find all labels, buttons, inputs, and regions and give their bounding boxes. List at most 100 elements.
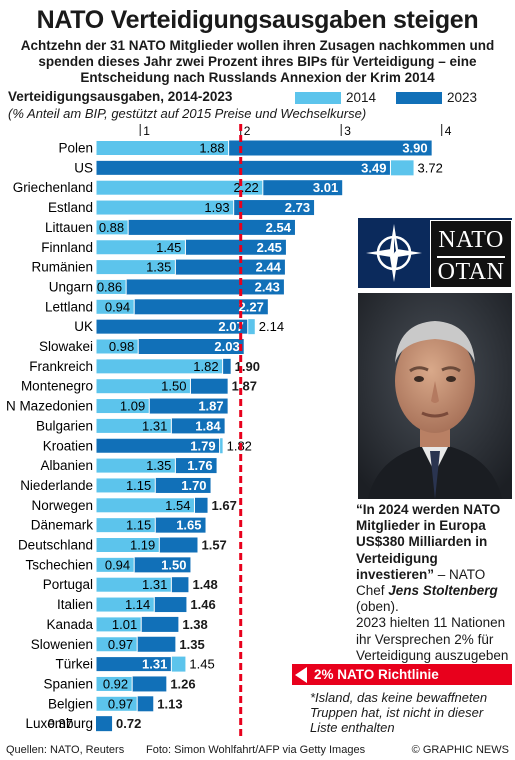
x-tick-label: 4	[445, 124, 452, 138]
value-label-2023: 2.73	[285, 200, 310, 215]
country-label: Dänemark	[31, 518, 94, 533]
country-label: Polen	[58, 141, 93, 156]
value-label-2014: 1.09	[120, 399, 145, 414]
legend-swatch-2023	[396, 92, 442, 104]
country-label: Ungarn	[49, 279, 93, 294]
value-label-2023: 3.90	[402, 141, 427, 156]
value-label-2014: 1.45	[156, 240, 181, 255]
x-tick-label: 1	[143, 124, 150, 138]
value-label-2023: 1.46	[190, 597, 215, 612]
legend-label-2014: 2014	[346, 90, 377, 105]
country-label: Griechenland	[13, 180, 93, 195]
nato-word: NATO	[438, 227, 504, 253]
country-label: Italien	[57, 597, 93, 612]
bar-2014	[95, 358, 224, 375]
nato-wordmark: NATO OTAN	[430, 220, 512, 288]
bar-2014	[95, 576, 172, 593]
country-label: Littauen	[45, 220, 93, 235]
value-label-2014: 1.88	[199, 141, 224, 156]
guideline-arrow-icon	[295, 667, 307, 683]
country-label: Deutschland	[18, 538, 93, 553]
country-label: Kroatien	[43, 438, 93, 453]
value-label-2023: 1.38	[182, 617, 207, 632]
value-label-2014: 1.82	[193, 359, 218, 374]
quote-attribution-prefix: – NATO Chef	[356, 566, 486, 599]
bar-2023	[96, 299, 268, 315]
value-label-2014: 0.94	[105, 557, 130, 572]
bar-2014	[95, 239, 186, 256]
country-label: Frankreich	[29, 359, 93, 374]
country-label: US	[74, 160, 93, 175]
value-label-2023: 3.49	[361, 160, 386, 175]
chart-title: Verteidigungsausgaben, 2014-2023	[8, 89, 233, 104]
country-label: Slowakei	[39, 339, 93, 354]
bar-2014	[95, 695, 138, 712]
footer-copyright: © GRAPHIC NEWS	[411, 744, 509, 756]
country-label: Rumänien	[31, 260, 93, 275]
bar-2014	[95, 219, 129, 236]
footer-sources: Quellen: NATO, Reuters	[6, 744, 125, 756]
country-label: UK	[74, 319, 93, 334]
bar-2023	[96, 716, 113, 732]
nato-compass-icon	[366, 224, 422, 282]
value-label-2023: 1.26	[170, 676, 195, 691]
bar-2014	[95, 497, 195, 514]
bar-2014	[95, 417, 172, 434]
quote-attribution-suffix: (oben).	[356, 599, 399, 615]
bar-2014	[95, 596, 155, 613]
value-label-2014: 0.97	[108, 696, 133, 711]
bar-2023	[96, 219, 295, 235]
bar-2014	[95, 616, 142, 633]
country-label: Estland	[48, 200, 93, 215]
bar-2014	[95, 537, 160, 553]
country-label: Luxemburg	[25, 716, 93, 731]
country-label: Norwegen	[31, 498, 93, 513]
value-label-2023: 2.45	[257, 240, 282, 255]
value-label-2014: 1.35	[146, 260, 171, 275]
country-label: Bulgarien	[36, 418, 93, 433]
value-label-2014: 1.15	[126, 518, 151, 533]
country-label: Finnland	[41, 240, 93, 255]
country-label: Albanien	[40, 458, 93, 473]
bar-2014	[95, 338, 139, 355]
value-label-2023: 0.72	[116, 716, 141, 731]
country-label: Kanada	[46, 617, 93, 632]
value-label-2023: 1.70	[181, 478, 206, 493]
bar-chart: 1 2 3 4 Polen 1.88 3.90 US 3.49 3.72 Griechenland 2…	[6, 124, 452, 739]
bar-2023	[95, 159, 391, 176]
value-label-2014: 0.92	[103, 676, 128, 691]
value-label-2023: 1.67	[212, 498, 237, 513]
value-label-2014: 0.97	[108, 637, 133, 652]
value-label-2023: 2.27	[239, 299, 264, 314]
country-label: Portugal	[43, 577, 93, 592]
wordmark-divider	[437, 256, 505, 258]
value-label-2023: 1.90	[235, 359, 260, 374]
page-title: NATO Verteidigungsausgaben steigen	[36, 6, 479, 34]
country-label: Lettland	[45, 299, 93, 314]
value-label-2014: 0.88	[99, 220, 124, 235]
footnote: *Island, das keine bewaffneten Truppen h…	[310, 690, 488, 735]
bar-2023	[95, 437, 221, 454]
portrait-illustration	[358, 293, 512, 499]
quote-block: “In 2024 werden NATO Mitglieder in Europ…	[356, 502, 514, 680]
legend-swatch-2014	[295, 92, 341, 104]
value-label-2014: 1.01	[112, 617, 137, 632]
bar-2014	[95, 398, 150, 415]
bar-2014	[95, 259, 176, 276]
bar-2014	[95, 556, 135, 573]
country-label: Spanien	[43, 676, 93, 691]
value-label-2023: 1.48	[192, 577, 217, 592]
country-label: Niederlande	[20, 478, 93, 493]
bar-2014	[95, 378, 191, 395]
value-label-2014: 0.37	[48, 716, 73, 731]
country-label: Slowenien	[31, 637, 93, 652]
value-label-2023: 1.13	[157, 696, 182, 711]
value-label-2014: 1.35	[146, 458, 171, 473]
value-label-2023: 2.54	[266, 220, 292, 235]
value-label-2014: 2.14	[259, 319, 284, 334]
value-label-2023: 1.79	[190, 438, 215, 453]
country-label: Belgien	[48, 696, 93, 711]
value-label-2023: 2.44	[256, 260, 282, 275]
footer: Quellen: NATO, Reuters Foto: Simon Wohlf…	[0, 741, 515, 760]
value-label-2023: 3.01	[313, 180, 338, 195]
